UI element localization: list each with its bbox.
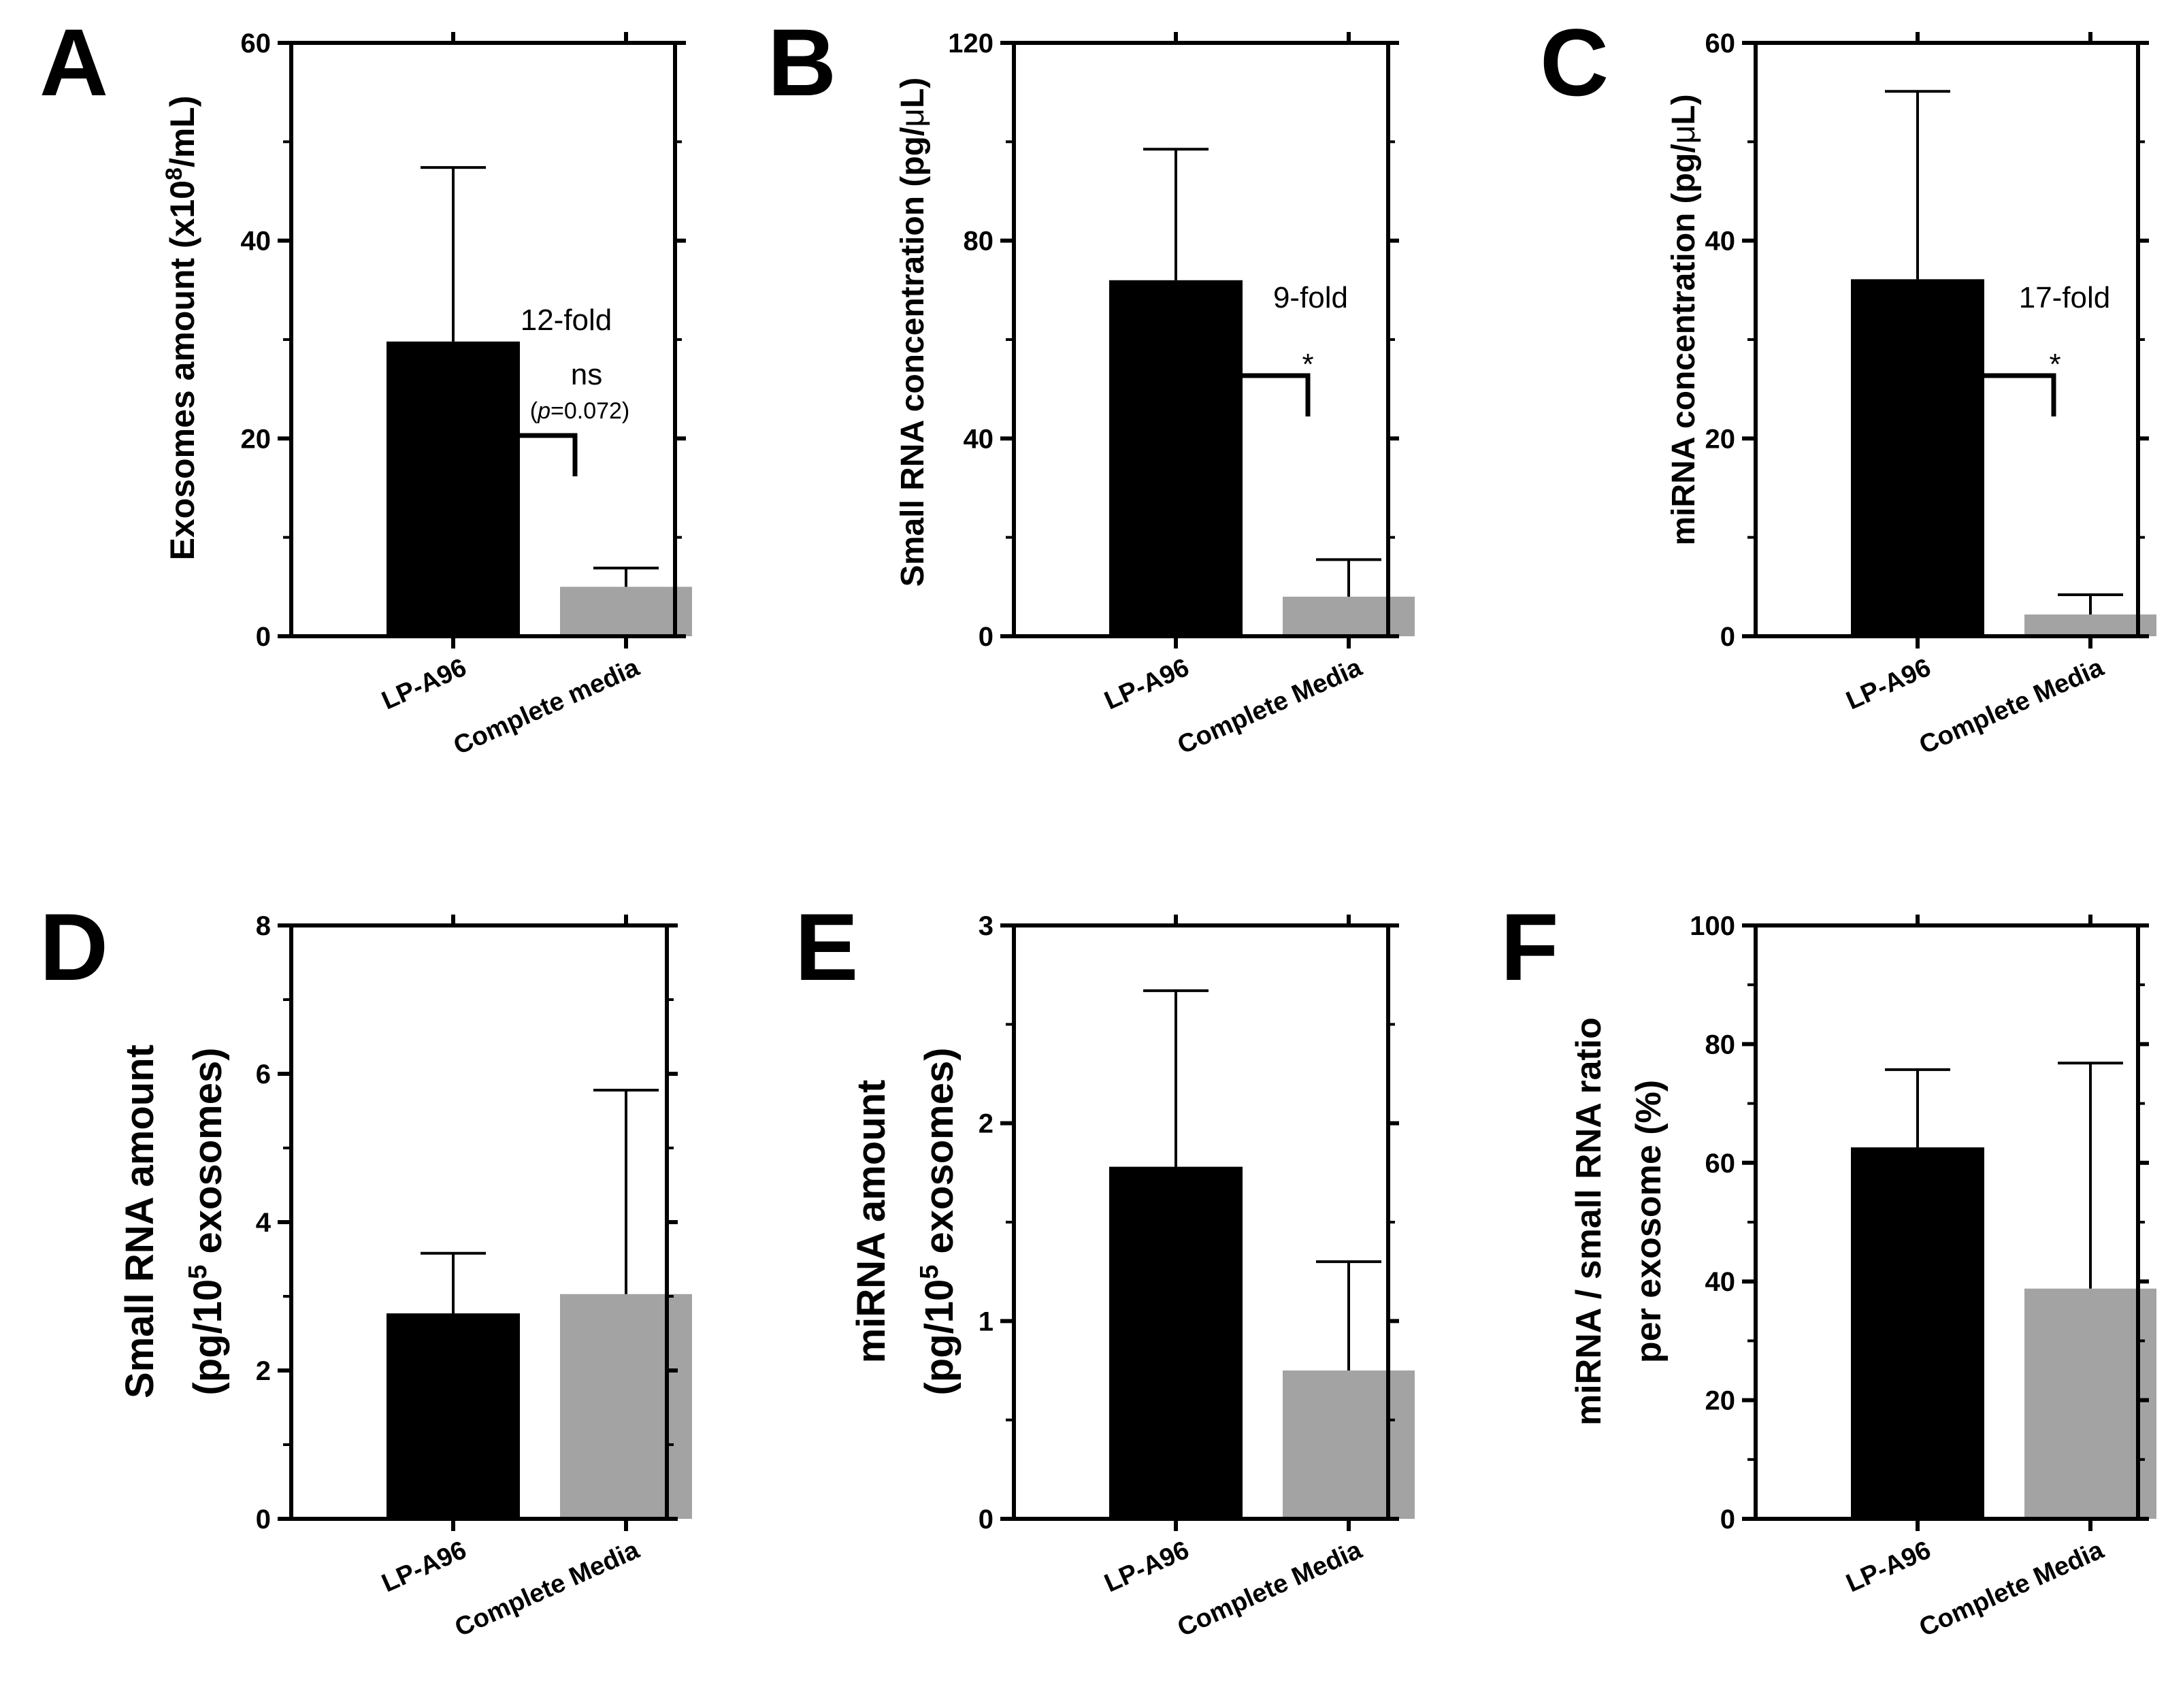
panel-f-y-axis-label-line2: per exosome (%): [1629, 1080, 1669, 1363]
panel-f-y-tick-label: 60: [1705, 1149, 1736, 1179]
panel-b-bar-2: [1283, 596, 1415, 636]
panel-b-y-tick-label: 120: [948, 29, 993, 59]
panel-c-y-tick-label: 60: [1705, 29, 1736, 59]
panel-c-y-tick-label: 20: [1705, 424, 1736, 454]
panel-a-fold-annotation: 12-fold: [521, 303, 612, 337]
panel-b-significance: 9-fold *: [1209, 281, 1348, 416]
panel-a-significance-label: ns: [571, 358, 602, 391]
panel-e-y-tick-label: 2: [979, 1109, 993, 1139]
panel-d-y-tick-label: 4: [256, 1208, 272, 1238]
panel-d-letter: D: [39, 893, 108, 1000]
panel-b: B Small RNA concentration (pg/μL) 0 40 80 1…: [768, 9, 1415, 760]
panel-f-y-tick-label: 100: [1690, 911, 1735, 941]
panel-a-p-value: (p=0.072): [530, 398, 630, 424]
panel-e-y-tick-label: 0: [979, 1505, 993, 1534]
panel-a-x-tick-label-1: LP-A96: [378, 653, 471, 716]
panel-c-letter: C: [1540, 9, 1609, 116]
panel-f-bar-1: [1851, 1147, 1984, 1519]
panel-c-y-tick-label: 0: [1720, 622, 1735, 652]
panel-b-letter: B: [768, 9, 836, 116]
panel-e-bar-1: [1109, 1166, 1243, 1519]
panel-c-x-tick-label-2: Complete Media: [1915, 653, 2108, 760]
panel-c-significance-label: *: [2049, 348, 2060, 381]
panel-e-letter: E: [795, 893, 858, 1000]
panel-f: F miRNA / small RNA ratio per exosome (%…: [1500, 893, 2156, 1643]
panel-d-y-tick-label: 6: [256, 1060, 271, 1089]
panel-c-bar-2: [2024, 614, 2156, 636]
panel-d-y-axis-label-line2: (pg/105 exosomes): [184, 1047, 230, 1395]
panel-d-y-tick-label: 2: [256, 1356, 271, 1386]
panel-d-bar-1: [387, 1313, 520, 1519]
panel-c-significance: 17-fold *: [1954, 281, 2110, 416]
panel-b-y-tick-label: 0: [979, 622, 993, 652]
panel-e-y-axis-label-line1: miRNA amount: [849, 1080, 893, 1364]
panel-f-y-tick-label: 20: [1705, 1386, 1736, 1416]
panel-a-y-axis-label: Exosomes amount (x108/mL): [161, 96, 201, 561]
panel-d-y-tick-label: 0: [256, 1505, 271, 1534]
panel-c-y-tick-label: 40: [1705, 227, 1736, 257]
panel-a-x-tick-label-2: Complete media: [449, 653, 644, 761]
panel-b-y-tick-label: 80: [964, 227, 994, 257]
panel-e-y-tick-label: 1: [979, 1307, 993, 1336]
panel-f-y-tick-label: 80: [1705, 1030, 1736, 1060]
panel-e: E miRNA amount (pg/105 exosomes) 0 1 2 3 LP-…: [795, 893, 1415, 1643]
panel-e-y-axis-label-line2: (pg/105 exosomes): [915, 1047, 962, 1395]
panel-b-significance-bracket: [1209, 373, 1311, 416]
panel-b-y-axis-label: Small RNA concentration (pg/μL): [895, 78, 931, 587]
panel-a-bar-1: [387, 341, 520, 636]
panel-a-y-tick-label: 20: [241, 424, 272, 454]
panel-f-letter: F: [1500, 893, 1559, 1000]
panel-f-y-axis-label-line1: miRNA / small RNA ratio: [1569, 1017, 1609, 1426]
panel-a-letter: A: [39, 9, 108, 116]
panel-b-y-tick-label: 40: [964, 424, 994, 454]
panel-f-bar-2: [2024, 1288, 2156, 1519]
panel-a: A Exosomes amount (x108/mL) 0 20 40 60 LP-A9…: [39, 9, 692, 761]
panel-c-x-tick-label-1: LP-A96: [1842, 653, 1935, 716]
panel-f-y-tick-label: 40: [1705, 1267, 1736, 1297]
panel-b-x-tick-label-2: Complete Media: [1173, 653, 1366, 760]
panel-b-x-tick-label-1: LP-A96: [1100, 653, 1194, 716]
panel-a-significance: 12-fold ns (p=0.072): [470, 303, 629, 476]
panel-b-bar-1: [1109, 280, 1243, 636]
panel-a-y-tick-label: 40: [241, 227, 272, 257]
panel-a-bar-2: [560, 587, 692, 636]
panel-b-significance-label: *: [1302, 348, 1313, 381]
panel-c: C miRNA concentration (pg/μL) 0 20 40 60 LP-…: [1540, 9, 2156, 760]
panel-d-y-axis-label-line1: Small RNA amount: [118, 1045, 162, 1398]
panel-c-y-axis-label: miRNA concentration (pg/μL): [1666, 94, 1702, 545]
panel-d-y-tick-label: 8: [256, 911, 271, 941]
panel-e-x-tick-label-2: Complete Media: [1173, 1536, 1366, 1643]
panel-c-significance-bracket: [1954, 373, 2056, 416]
panel-c-fold-annotation: 17-fold: [2019, 281, 2111, 314]
panel-e-y-tick-label: 3: [979, 911, 993, 941]
panel-e-x-tick-label-1: LP-A96: [1100, 1536, 1194, 1598]
panel-c-bar-1: [1851, 279, 1984, 636]
panel-f-y-tick-label: 0: [1720, 1505, 1735, 1534]
panel-f-x-tick-label-1: LP-A96: [1842, 1536, 1935, 1598]
panel-a-significance-bracket: [470, 433, 578, 476]
panel-b-fold-annotation: 9-fold: [1273, 281, 1348, 314]
panel-d-bar-2: [560, 1294, 692, 1519]
panel-f-x-tick-label-2: Complete Media: [1915, 1536, 2108, 1643]
panel-d-x-tick-label-2: Complete Media: [450, 1536, 644, 1643]
panel-d: D Small RNA amount (pg/105 exosomes) 0 2 4…: [39, 893, 692, 1643]
panel-d-x-tick-label-1: LP-A96: [378, 1536, 471, 1598]
panel-a-y-tick-label: 60: [241, 29, 272, 59]
panel-a-y-tick-label: 0: [256, 622, 271, 652]
panel-e-bar-2: [1283, 1370, 1415, 1519]
